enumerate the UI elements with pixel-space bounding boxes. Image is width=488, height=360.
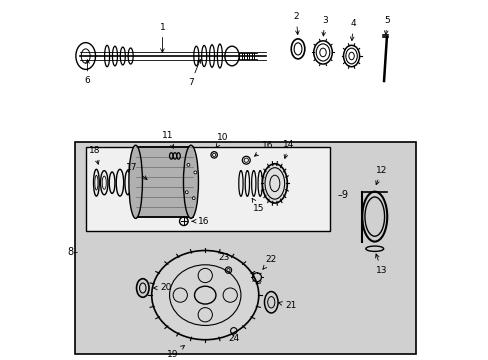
Bar <box>75 142 415 354</box>
Text: 16: 16 <box>192 217 209 226</box>
Text: 10: 10 <box>216 132 228 148</box>
Text: 5: 5 <box>384 16 389 35</box>
Ellipse shape <box>185 191 188 194</box>
Ellipse shape <box>129 145 142 219</box>
Text: 13: 13 <box>375 254 387 275</box>
Ellipse shape <box>194 171 196 174</box>
Text: 23: 23 <box>218 253 229 262</box>
Text: 18: 18 <box>89 146 100 164</box>
Text: 2: 2 <box>293 12 299 35</box>
Text: 21: 21 <box>278 301 296 310</box>
Text: 15: 15 <box>252 198 264 213</box>
Text: 19: 19 <box>167 346 184 359</box>
Text: 22: 22 <box>263 255 276 269</box>
Ellipse shape <box>192 197 195 199</box>
Text: 12: 12 <box>375 166 387 185</box>
Ellipse shape <box>262 164 287 203</box>
Ellipse shape <box>186 163 189 166</box>
Bar <box>135 147 192 217</box>
Text: 6: 6 <box>84 60 90 85</box>
Text: 7: 7 <box>188 59 200 87</box>
Text: –9: –9 <box>337 190 347 200</box>
Ellipse shape <box>183 145 198 219</box>
Text: 8–: 8– <box>68 247 79 257</box>
Text: 11: 11 <box>162 131 173 148</box>
Text: 20: 20 <box>153 283 171 292</box>
Text: 17: 17 <box>126 163 147 180</box>
Text: 14: 14 <box>283 140 294 158</box>
Text: 24: 24 <box>228 334 239 343</box>
Ellipse shape <box>151 251 258 340</box>
Text: 16: 16 <box>254 141 273 156</box>
Text: 1: 1 <box>159 23 165 52</box>
Text: 3: 3 <box>321 16 327 36</box>
Text: 4: 4 <box>350 19 355 41</box>
Bar <box>85 147 329 231</box>
